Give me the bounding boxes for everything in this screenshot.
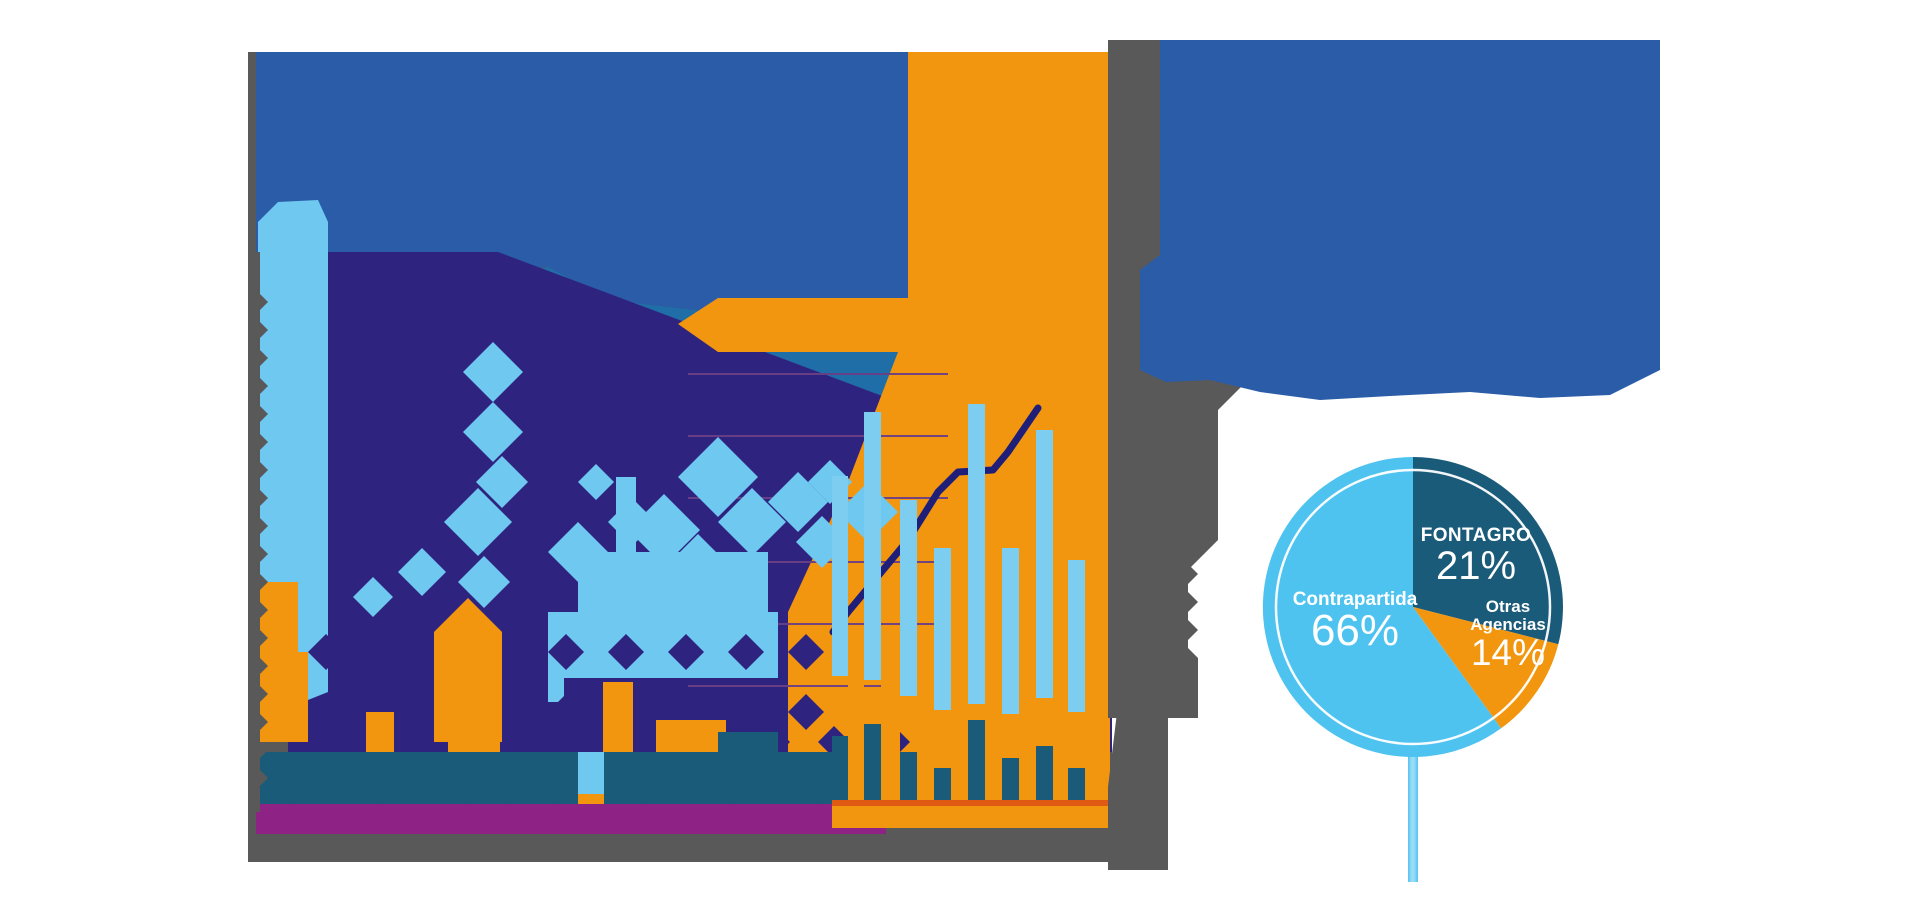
chart-panel [248,52,1112,862]
top-right-blue-block [1140,40,1660,400]
pie-inner-ring [1274,468,1552,746]
gray-mask-strips [248,52,268,862]
cumulative-line [829,404,1042,636]
pie-stem [1408,752,1418,882]
pie-slice-fontagro[interactable] [1413,457,1563,645]
pie-slice-otras-agencias[interactable] [1413,607,1559,729]
pie-chart[interactable]: FONTAGRO 21% Otras Agencias 14% Contrapa… [1258,452,1568,892]
pie-slice-contrapartida[interactable] [1262,456,1502,757]
pie-svg[interactable] [1258,452,1568,762]
